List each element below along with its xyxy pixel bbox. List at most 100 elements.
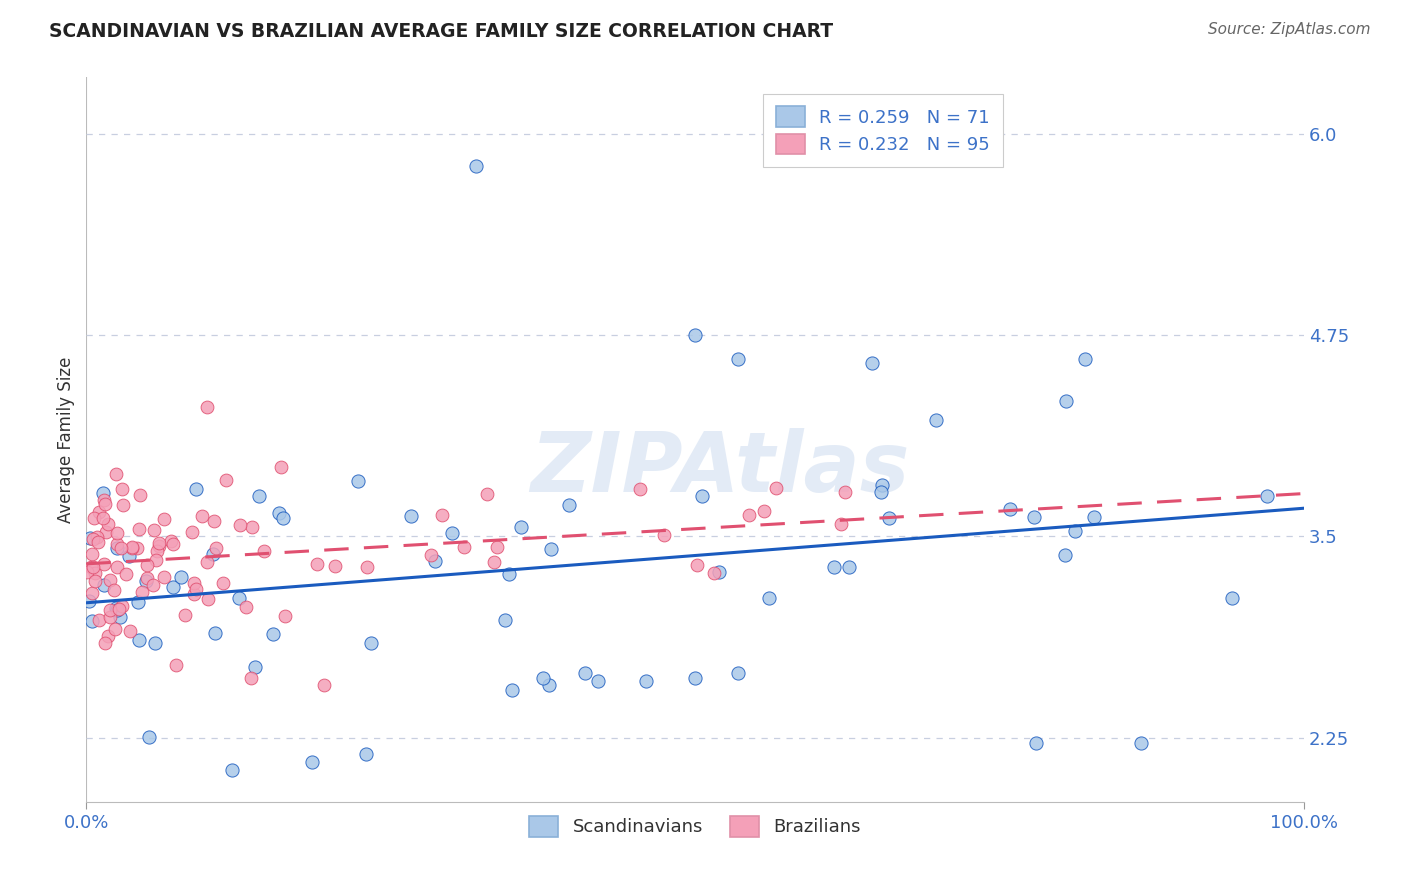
Point xyxy=(98,574,121,588)
Point xyxy=(143,636,166,650)
Point xyxy=(356,747,378,761)
Point xyxy=(121,541,143,555)
Text: ZIPAtlas: ZIPAtlas xyxy=(530,428,910,509)
Point xyxy=(153,512,176,526)
Point xyxy=(690,489,713,503)
Point xyxy=(93,636,115,650)
Point xyxy=(87,535,110,549)
Point xyxy=(82,586,104,600)
Point xyxy=(574,666,596,681)
Point xyxy=(1130,736,1153,750)
Point xyxy=(498,567,520,582)
Point xyxy=(501,682,523,697)
Point xyxy=(76,565,98,579)
Point xyxy=(312,678,335,692)
Point xyxy=(162,580,184,594)
Point xyxy=(531,671,554,685)
Point xyxy=(138,730,160,744)
Point xyxy=(148,539,170,553)
Point xyxy=(118,624,141,639)
Point xyxy=(228,591,250,605)
Point xyxy=(1053,548,1076,562)
Point xyxy=(82,614,104,628)
Point xyxy=(441,525,464,540)
Point xyxy=(253,544,276,558)
Point xyxy=(758,591,780,605)
Point xyxy=(105,560,128,574)
Point xyxy=(707,565,730,579)
Point xyxy=(477,487,499,501)
Point xyxy=(494,613,516,627)
Point xyxy=(97,516,120,531)
Point xyxy=(419,548,441,562)
Point xyxy=(86,530,108,544)
Point xyxy=(93,578,115,592)
Point xyxy=(464,159,486,173)
Point xyxy=(301,755,323,769)
Point xyxy=(838,559,860,574)
Point xyxy=(110,610,132,624)
Point xyxy=(540,542,562,557)
Point xyxy=(105,600,128,615)
Point xyxy=(195,555,218,569)
Point xyxy=(738,508,761,522)
Point xyxy=(307,557,329,571)
Point xyxy=(105,537,128,551)
Point xyxy=(245,660,267,674)
Point xyxy=(212,575,235,590)
Point xyxy=(143,523,166,537)
Point xyxy=(105,525,128,540)
Point xyxy=(93,493,115,508)
Point xyxy=(162,537,184,551)
Point xyxy=(537,678,560,692)
Point xyxy=(173,607,195,622)
Point xyxy=(270,460,292,475)
Point xyxy=(184,482,207,496)
Point xyxy=(128,488,150,502)
Point xyxy=(509,520,531,534)
Point xyxy=(860,355,883,369)
Point xyxy=(1054,394,1077,409)
Point xyxy=(271,511,294,525)
Point xyxy=(111,482,134,496)
Point xyxy=(482,555,505,569)
Point xyxy=(93,557,115,571)
Point xyxy=(765,481,787,495)
Point xyxy=(82,532,104,546)
Point xyxy=(204,626,226,640)
Point xyxy=(111,499,134,513)
Point xyxy=(425,554,447,568)
Point xyxy=(180,525,202,540)
Point xyxy=(221,763,243,777)
Point xyxy=(128,633,150,648)
Point xyxy=(117,549,139,564)
Point xyxy=(183,575,205,590)
Point xyxy=(98,610,121,624)
Point xyxy=(148,536,170,550)
Point xyxy=(703,566,725,581)
Point xyxy=(115,567,138,582)
Point xyxy=(870,484,893,499)
Point xyxy=(195,400,218,414)
Point xyxy=(205,541,228,556)
Point xyxy=(399,509,422,524)
Point xyxy=(80,547,103,561)
Point xyxy=(121,540,143,554)
Point xyxy=(169,570,191,584)
Point xyxy=(145,553,167,567)
Point xyxy=(135,571,157,585)
Text: SCANDINAVIAN VS BRAZILIAN AVERAGE FAMILY SIZE CORRELATION CHART: SCANDINAVIAN VS BRAZILIAN AVERAGE FAMILY… xyxy=(49,22,834,41)
Point xyxy=(1022,509,1045,524)
Point xyxy=(105,541,128,555)
Point xyxy=(108,601,131,615)
Point xyxy=(84,566,107,580)
Point xyxy=(323,559,346,574)
Point xyxy=(183,587,205,601)
Point xyxy=(683,328,706,343)
Point xyxy=(82,559,104,574)
Point xyxy=(877,511,900,525)
Point xyxy=(160,533,183,548)
Text: Source: ZipAtlas.com: Source: ZipAtlas.com xyxy=(1208,22,1371,37)
Point xyxy=(557,498,579,512)
Point xyxy=(1220,591,1243,606)
